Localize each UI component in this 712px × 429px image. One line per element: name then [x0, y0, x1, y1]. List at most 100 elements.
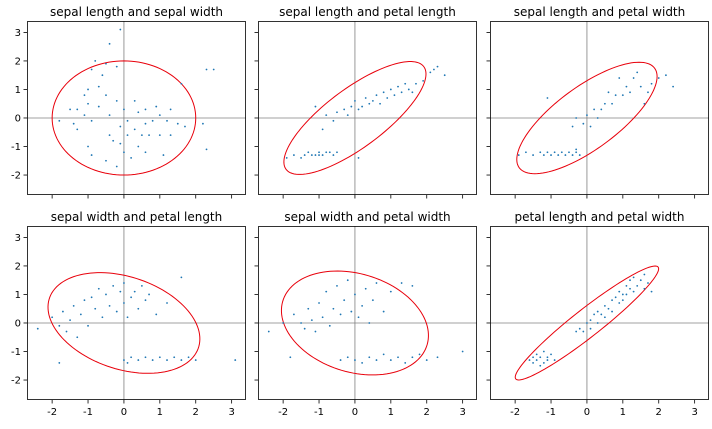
data-point [140, 134, 143, 136]
data-point [293, 313, 295, 316]
panel-5: sepal width and petal width -2 -1 0 1 2 3 [254, 210, 477, 418]
data-point [158, 114, 161, 117]
data-point [586, 322, 588, 324]
data-point [97, 85, 100, 88]
data-point [361, 304, 364, 307]
data-point [436, 356, 439, 359]
data-point [568, 151, 570, 154]
data-point [611, 102, 613, 105]
panel-title: petal length and petal width [515, 210, 685, 224]
data-point [328, 324, 331, 327]
data-point [148, 293, 150, 296]
data-point [368, 322, 371, 324]
data-point [115, 165, 118, 168]
data-point [69, 108, 71, 111]
data-point [546, 359, 549, 361]
data-point [69, 319, 71, 322]
data-point [389, 88, 392, 91]
data-point [411, 356, 414, 359]
data-point [318, 151, 320, 154]
data-point [650, 290, 653, 293]
x-tick-label: 2 [656, 407, 662, 418]
data-point [158, 356, 161, 359]
data-point [166, 119, 168, 122]
data-point [657, 77, 660, 79]
data-point [418, 353, 421, 356]
data-point [108, 42, 111, 45]
data-point [375, 282, 378, 284]
data-point [382, 91, 385, 94]
panel-title: sepal width and petal width [284, 210, 450, 224]
data-point [87, 102, 89, 105]
data-point [289, 356, 292, 359]
data-point [87, 145, 89, 148]
data-point [97, 287, 100, 290]
data-point [611, 310, 613, 313]
data-point [144, 356, 147, 359]
data-point [303, 327, 306, 330]
plot-area [27, 21, 246, 195]
data-point [629, 279, 631, 282]
panel-title: sepal length and petal length [279, 5, 456, 19]
data-point [90, 154, 93, 156]
data-point [415, 82, 417, 85]
data-point [194, 359, 197, 361]
data-point [425, 359, 428, 361]
y-tick-label: -1 [11, 347, 21, 358]
panel-title: sepal length and petal width [514, 5, 686, 19]
panel-title: sepal width and petal length [51, 210, 223, 224]
x-tick-label: 2 [424, 407, 430, 418]
data-point [578, 154, 581, 156]
data-point [115, 310, 118, 313]
data-point [621, 299, 624, 302]
data-point [357, 316, 360, 319]
data-point [364, 97, 367, 99]
data-point [119, 28, 122, 31]
data-point [557, 154, 560, 156]
data-point [130, 157, 133, 159]
data-point [357, 108, 360, 111]
data-point [126, 316, 129, 319]
data-point [665, 74, 667, 77]
data-point [321, 128, 324, 131]
data-point [636, 285, 639, 287]
data-point [133, 128, 136, 131]
data-point [582, 122, 585, 125]
data-point [404, 362, 407, 364]
data-point [643, 102, 646, 105]
data-point [433, 68, 435, 71]
data-point [126, 134, 129, 136]
x-tick-label: 0 [121, 407, 127, 418]
data-point [155, 105, 158, 108]
data-point [144, 151, 147, 154]
data-point [386, 97, 389, 99]
data-point [532, 154, 534, 156]
data-point [672, 85, 674, 88]
data-point [632, 77, 635, 79]
y-tick-label: 1 [15, 85, 21, 96]
axes-frame [258, 21, 477, 195]
data-point [636, 71, 639, 74]
confidence-ellipse [283, 61, 427, 175]
data-point [205, 68, 208, 71]
y-tick-label: 3 [15, 233, 21, 244]
data-point [130, 296, 133, 299]
data-point [105, 94, 107, 97]
data-point [123, 151, 125, 154]
data-point [58, 362, 61, 364]
data-point [553, 359, 556, 361]
data-point [542, 350, 545, 353]
data-point [436, 65, 439, 68]
data-point [108, 304, 111, 307]
panel-1: sepal length and sepal width -2 -1 0 1 2 3 [11, 5, 246, 199]
data-point [629, 287, 631, 290]
data-point [611, 299, 613, 302]
data-point [173, 356, 176, 359]
data-point [346, 356, 349, 359]
data-point [596, 310, 599, 313]
data-point [546, 356, 549, 359]
x-tick-label: 1 [388, 407, 394, 418]
data-point [422, 80, 425, 82]
y-tick-label: -2 [11, 376, 21, 387]
x-tick-label: -1 [546, 407, 556, 418]
